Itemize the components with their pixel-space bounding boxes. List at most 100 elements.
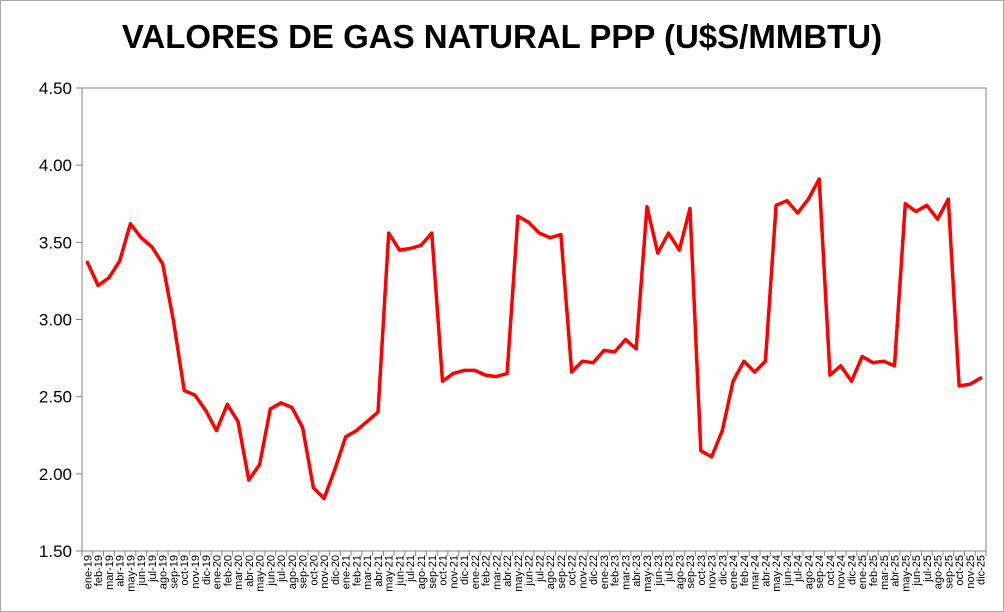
x-tick-label: mar-24: [750, 555, 762, 590]
series-line: [85, 177, 983, 501]
x-tick-label: abr-23: [631, 555, 643, 587]
data-point: [699, 449, 703, 453]
data-point: [290, 405, 294, 410]
x-tick-label: jul-23: [664, 555, 676, 583]
data-point: [763, 359, 767, 363]
data-point: [527, 220, 531, 224]
y-tick-label: 2.50: [39, 388, 72, 407]
x-tick-label: may-24: [771, 555, 783, 592]
x-tick-label: sep-25: [943, 555, 955, 589]
x-tick-label: jun-20: [265, 555, 277, 587]
x-tick-label: feb-23: [610, 555, 622, 586]
x-tick-label: may-23: [642, 555, 654, 592]
x-tick-label: mar-25: [879, 555, 891, 590]
x-tick-label: sep-20: [298, 555, 310, 589]
data-point: [483, 373, 488, 377]
x-tick-label: ago-19: [158, 555, 170, 589]
x-tick-label: sep-21: [427, 555, 439, 589]
data-point: [742, 359, 746, 363]
data-point: [860, 354, 864, 359]
plot-area: [81, 87, 987, 552]
chart-title: VALORES DE GAS NATURAL PPP (U$S/MMBTU): [121, 18, 883, 55]
x-axis-ticks: ene-19feb-19mar-19abr-19may-19jun-19jul-…: [81, 551, 988, 592]
x-tick-label: nov-21: [448, 555, 460, 589]
data-point: [666, 231, 671, 235]
data-point: [494, 375, 498, 379]
x-tick-label: jul-20: [276, 555, 288, 583]
data-point: [979, 376, 983, 380]
data-point: [214, 429, 219, 433]
x-tick-label: oct-23: [696, 555, 708, 586]
data-point: [171, 319, 176, 323]
x-tick-label: jun-22: [524, 555, 536, 587]
data-point: [720, 429, 724, 433]
data-point: [161, 262, 165, 266]
data-point: [268, 407, 272, 411]
data-point: [128, 222, 133, 226]
x-tick-label: ene-22: [470, 555, 482, 589]
x-tick-label: jun-21: [394, 555, 406, 587]
x-tick-label: feb-25: [868, 555, 880, 586]
data-point: [387, 231, 391, 235]
data-point: [537, 231, 541, 235]
data-point: [892, 364, 897, 368]
x-tick-label: dic-21: [459, 555, 471, 585]
data-point: [785, 199, 789, 203]
data-point: [591, 361, 595, 365]
data-point: [118, 259, 122, 263]
x-tick-label: mar-21: [362, 555, 374, 590]
data-point: [882, 359, 886, 363]
x-tick-label: abr-19: [115, 555, 127, 587]
x-tick-label: mar-20: [233, 555, 245, 590]
data-point: [796, 211, 800, 215]
x-tick-label: jun-24: [782, 555, 794, 587]
data-point: [849, 379, 854, 383]
data-point: [656, 251, 660, 255]
x-tick-label: ago-23: [674, 555, 686, 589]
data-point: [150, 245, 154, 249]
x-tick-label: ago-25: [933, 555, 945, 589]
x-tick-label: oct-22: [567, 555, 579, 586]
data-point: [354, 429, 359, 433]
data-point: [613, 350, 617, 354]
data-point: [193, 393, 197, 397]
x-tick-label: ago-24: [803, 555, 815, 589]
data-point: [753, 370, 757, 374]
x-tick-label: jul-25: [922, 555, 934, 583]
data-point: [279, 401, 283, 405]
x-tick-label: abr-21: [373, 555, 385, 587]
data-point: [462, 368, 466, 373]
data-point: [709, 455, 714, 459]
data-point: [204, 408, 208, 413]
x-tick-label: feb-20: [222, 555, 234, 586]
data-point: [602, 348, 606, 352]
data-point: [322, 496, 326, 501]
data-point: [925, 203, 929, 207]
x-tick-label: nov-23: [707, 555, 719, 589]
data-point: [333, 467, 337, 471]
x-tick-label: ene-25: [857, 555, 869, 589]
data-point: [505, 371, 509, 376]
data-point: [946, 197, 950, 201]
data-point: [731, 379, 735, 383]
x-tick-label: sep-23: [685, 555, 697, 589]
x-tick-label: jul-22: [534, 555, 546, 583]
data-point: [344, 435, 348, 439]
x-tick-label: nov-19: [190, 555, 202, 589]
data-point: [440, 379, 445, 383]
x-tick-label: may-25: [900, 555, 912, 592]
y-tick-label: 4.50: [39, 79, 72, 98]
x-tick-label: may-22: [513, 555, 525, 592]
x-tick-label: abr-24: [760, 555, 772, 587]
x-tick-label: may-19: [125, 555, 137, 592]
data-point: [580, 359, 585, 363]
chart-axes: [81, 87, 987, 552]
y-tick-label: 1.50: [39, 542, 72, 561]
data-point: [139, 236, 143, 240]
y-tick-label: 3.00: [39, 311, 72, 330]
x-tick-label: may-20: [255, 555, 267, 592]
x-tick-label: dic-19: [201, 555, 213, 585]
data-point: [871, 361, 875, 365]
x-tick-label: oct-21: [438, 555, 450, 586]
